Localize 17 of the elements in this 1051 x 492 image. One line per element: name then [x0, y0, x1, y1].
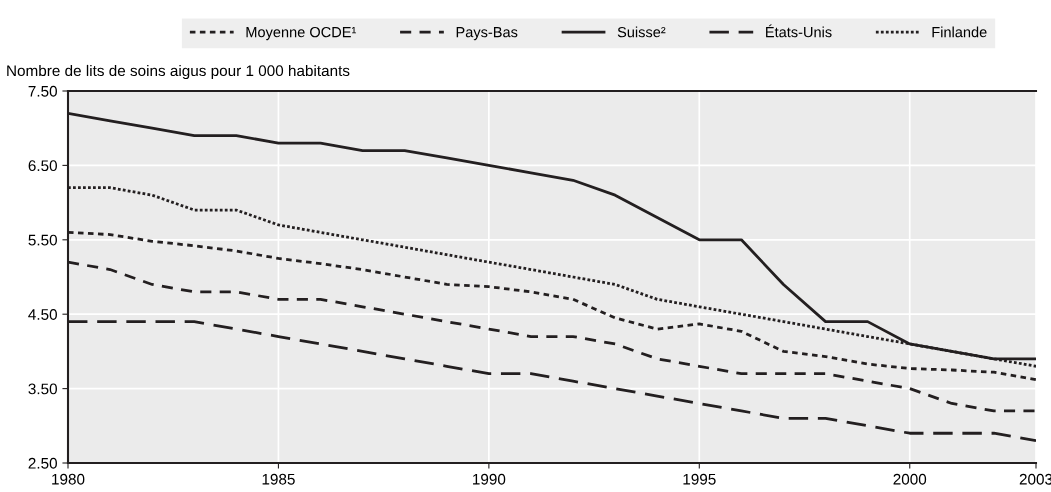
y-tick-label: 3.50: [28, 383, 57, 395]
y-tick-label: 7.50: [28, 85, 57, 97]
y-tick-label: 4.50: [28, 309, 57, 320]
legend-label: Suisse²: [617, 26, 666, 38]
x-tick-label: 1980: [52, 473, 85, 485]
x-tick-label: 1990: [473, 473, 506, 485]
x-tick-label: 1995: [683, 473, 716, 485]
legend-label: Finlande: [932, 26, 987, 38]
legend-label: Moyenne OCDE¹: [246, 26, 357, 41]
y-axis-title: Nombre de lits de soins aigus pour 1 000 habitants: [7, 64, 350, 80]
x-tick-label: 2000: [893, 473, 927, 485]
y-tick-label: 6.50: [28, 160, 57, 172]
y-tick-label: 2.50: [28, 457, 57, 469]
legend-label: Pays-Bas: [456, 27, 518, 41]
legend-label: États-Unis: [766, 24, 832, 38]
y-tick-label: 5.50: [28, 234, 57, 246]
x-tick-label: 1985: [262, 473, 295, 485]
